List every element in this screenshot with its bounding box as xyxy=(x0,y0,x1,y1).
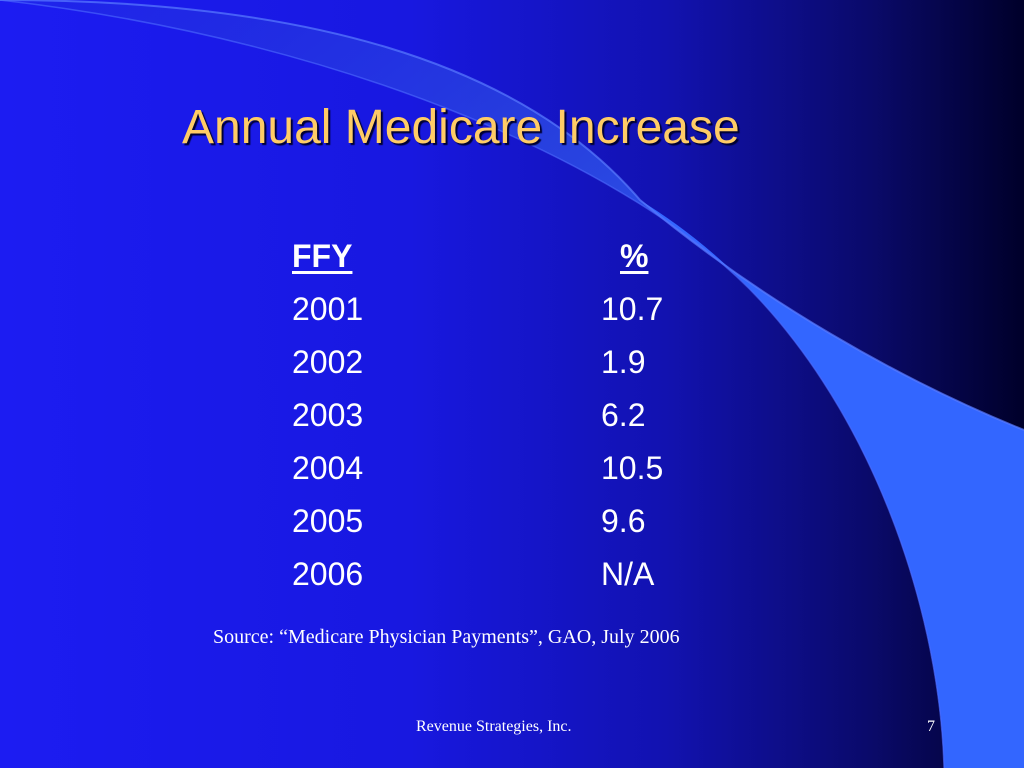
table-row: 2004 10.5 xyxy=(292,442,712,495)
table-cell-year: 2005 xyxy=(292,503,364,539)
table-row: 2002 1.9 xyxy=(292,336,712,389)
table-cell-percent: 10.7 xyxy=(601,291,664,327)
table-cell-percent: 1.9 xyxy=(601,344,646,380)
table-cell-year: 2004 xyxy=(292,450,364,486)
table-cell-percent: 10.5 xyxy=(601,450,664,486)
page-title: Annual Medicare Increase xyxy=(182,101,740,154)
table-cell-year: 2002 xyxy=(292,344,364,380)
column-header-percent: % xyxy=(620,238,649,274)
table-row: 2006 N/A xyxy=(292,548,712,601)
footer-company: Revenue Strategies, Inc. xyxy=(416,718,572,735)
table-header-row: FFY % xyxy=(292,230,712,283)
table-cell-year: 2001 xyxy=(292,291,364,327)
table-row: 2005 9.6 xyxy=(292,495,712,548)
column-header-ffy: FFY xyxy=(292,238,353,274)
table-cell-year: 2003 xyxy=(292,397,364,433)
table-cell-year: 2006 xyxy=(292,556,364,592)
table-cell-percent: 6.2 xyxy=(601,397,646,433)
table-cell-percent: N/A xyxy=(601,556,655,592)
table-row: 2003 6.2 xyxy=(292,389,712,442)
table-row: 2001 10.7 xyxy=(292,283,712,336)
source-citation: Source: “Medicare Physician Payments”, G… xyxy=(213,626,680,648)
data-table: FFY % 2001 10.7 2002 1.9 2003 6.2 2004 1… xyxy=(292,230,712,601)
page-number: 7 xyxy=(927,718,935,735)
table-cell-percent: 9.6 xyxy=(601,503,646,539)
